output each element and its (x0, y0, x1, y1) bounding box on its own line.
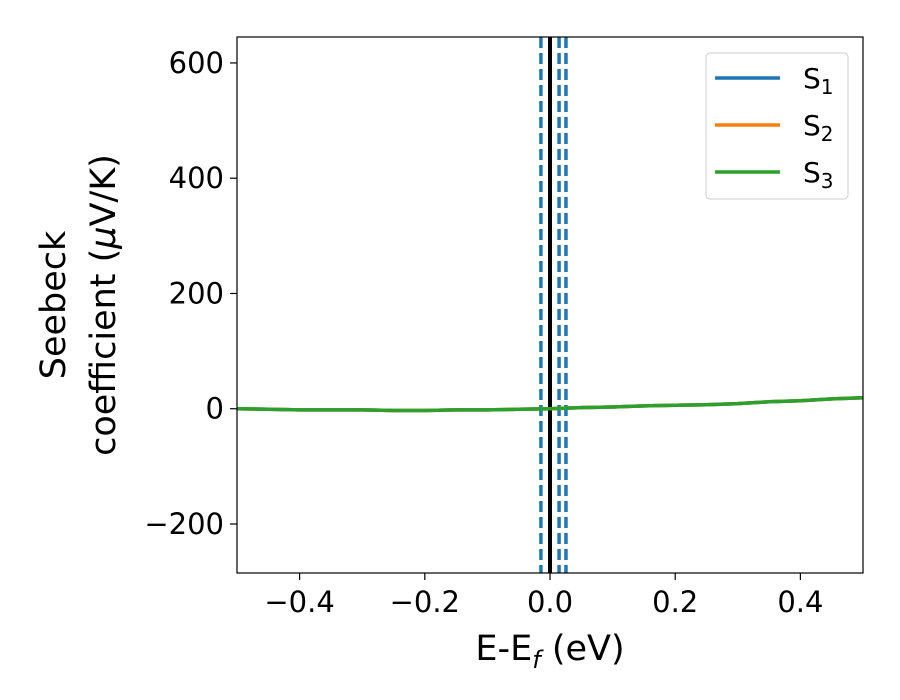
legend: S1 S2 S3 (705, 52, 849, 200)
y-axis-label-line1: Seebeck (34, 230, 74, 379)
legend-label-s3: S3 (803, 156, 834, 193)
y-axis: −200 0 200 400 600 (144, 46, 237, 541)
y-axis-label-mu: μ (84, 226, 124, 249)
y-tick-label: 0 (206, 392, 224, 426)
y-tick-label: 400 (169, 161, 224, 195)
x-tick-label: 0.4 (777, 585, 823, 619)
legend-label-s2: S2 (803, 109, 834, 146)
y-axis-label-line2: coefficient (μV/K) (84, 154, 124, 456)
series-line-s3 (237, 396, 863, 413)
x-tick-label: 0.2 (652, 585, 698, 619)
x-tick-label: −0.2 (390, 585, 460, 619)
y-tick-label: 200 (169, 276, 224, 310)
y-axis-label: Seebeck coefficient (μV/K) (34, 154, 124, 456)
vertical-lines (539, 37, 568, 573)
y-tick-label: −200 (144, 507, 224, 541)
x-tick-label: −0.4 (264, 585, 334, 619)
x-axis: −0.4 −0.2 0.0 0.2 0.4 (264, 573, 823, 619)
x-axis-label: E-Ef (eV) (475, 629, 624, 674)
x-tick-label: 0.0 (527, 585, 573, 619)
y-tick-label: 600 (169, 46, 224, 80)
legend-label-s1: S1 (803, 62, 834, 99)
series-lines (237, 396, 863, 413)
